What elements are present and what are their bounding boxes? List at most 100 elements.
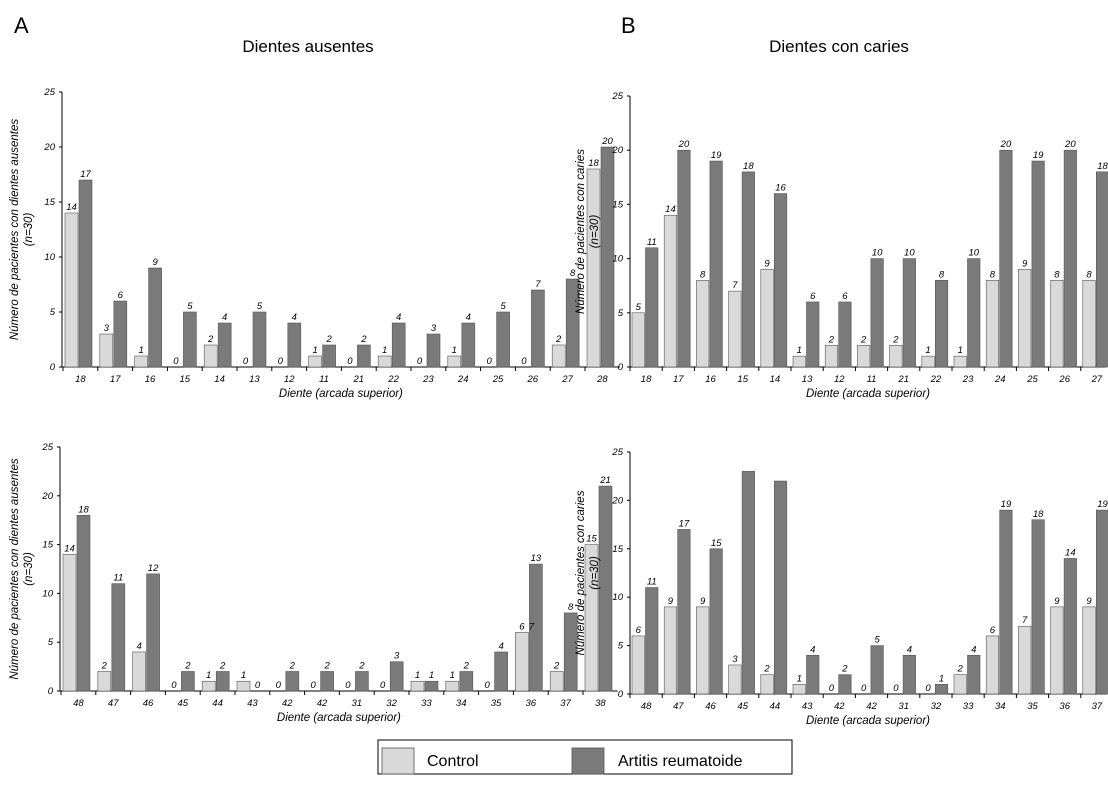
x-tick-label: 34: [456, 698, 467, 709]
data-label: 19: [1097, 499, 1108, 510]
bar-ra: [870, 645, 884, 695]
bar-ra: [773, 193, 788, 368]
x-tick-label: 46: [705, 701, 716, 712]
x-tick-label: 21: [897, 374, 909, 385]
data-label: 0: [173, 356, 179, 367]
data-label: 0: [893, 683, 899, 694]
bar-ra: [1031, 519, 1045, 695]
bar-control: [1082, 279, 1096, 368]
x-tick-label: 24: [994, 374, 1006, 385]
bar-ra: [424, 680, 439, 692]
bar-control: [985, 279, 1000, 368]
x-tick-label: 43: [247, 698, 258, 709]
x-tick-label: 15: [180, 374, 191, 385]
data-label: 7: [1022, 615, 1028, 626]
bar-ra: [217, 322, 232, 368]
bar-control: [1050, 606, 1064, 695]
bar-ra: [531, 289, 545, 368]
bar-control: [203, 344, 218, 368]
bar-ra: [645, 247, 659, 368]
data-label: 18: [743, 161, 754, 172]
bar-ra: [389, 661, 404, 692]
bar-control: [1018, 269, 1032, 368]
bar-control: [201, 680, 216, 692]
data-label: 9: [1022, 258, 1028, 269]
bar-ra: [146, 573, 160, 692]
bar-ra: [320, 671, 334, 692]
bar-ra: [741, 171, 755, 368]
x-tick-label: 27: [561, 374, 573, 385]
data-label: 6: [990, 625, 996, 636]
y-axis-title-sub: (n=30): [589, 556, 601, 590]
x-tick-label: 44: [770, 701, 781, 712]
data-label: 2: [553, 660, 560, 671]
bar-control: [586, 168, 601, 368]
data-label: 18: [78, 504, 89, 515]
data-label: 2: [463, 660, 470, 671]
bar-ra: [741, 471, 755, 695]
data-label: 2: [219, 660, 226, 671]
x-tick-label: 24: [457, 374, 469, 385]
data-label: 1: [939, 673, 944, 684]
bar-ra: [1031, 160, 1045, 368]
data-label: 2: [555, 334, 562, 345]
data-label: 8: [1054, 269, 1060, 280]
data-label: 1: [797, 673, 802, 684]
x-tick-label: 31: [898, 701, 909, 712]
data-label-extra: 7: [529, 621, 535, 632]
y-tick-label: 10: [42, 588, 53, 599]
bar-ra: [252, 311, 267, 368]
data-label: 0: [484, 680, 490, 691]
data-label: 1: [382, 345, 387, 356]
panel-title-a: Dientes ausentes: [242, 37, 373, 56]
data-label: 6: [519, 621, 525, 632]
x-tick-label: 37: [560, 698, 571, 709]
data-label: 4: [136, 641, 141, 652]
data-label: 2: [828, 334, 835, 345]
data-label: 3: [394, 651, 400, 662]
x-tick-label: 23: [962, 374, 974, 385]
bar-ra: [1063, 558, 1077, 695]
bar-control: [921, 355, 935, 368]
data-label: 0: [829, 683, 835, 694]
x-tick-label: 37: [1092, 701, 1103, 712]
y-tick-label: 5: [618, 308, 624, 319]
x-tick-label: 23: [422, 374, 434, 385]
x-axis-title: Diente (arcada superior): [279, 388, 403, 400]
data-label: 2: [184, 660, 191, 671]
data-label: 17: [679, 518, 690, 529]
data-label: 18: [1097, 161, 1108, 172]
bar-ra: [181, 671, 195, 692]
bar-control: [663, 606, 678, 695]
x-tick-label: 38: [595, 698, 606, 709]
data-label: 9: [700, 596, 706, 607]
data-label: 7: [535, 279, 541, 290]
bar-ra: [870, 258, 884, 368]
x-tick-label: 11: [867, 374, 877, 385]
data-label: 18: [1033, 509, 1044, 520]
x-tick-label: 45: [178, 698, 189, 709]
panel-letter-b: B: [621, 13, 636, 38]
bar-control: [236, 680, 251, 692]
data-label: 0: [278, 356, 284, 367]
data-label: 4: [292, 312, 297, 323]
bar-ra: [183, 311, 197, 368]
bar-control: [760, 269, 774, 368]
y-tick-label: 20: [611, 145, 623, 156]
y-tick-label: 0: [48, 686, 54, 697]
x-axis-title: Diente (arcada superior): [806, 388, 930, 400]
x-tick-label: 48: [73, 698, 84, 709]
bar-control: [447, 355, 462, 368]
x-tick-label: 42: [317, 698, 328, 709]
x-tick-label: 33: [421, 698, 432, 709]
data-label: 17: [80, 169, 91, 180]
bar-ra: [999, 149, 1013, 368]
y-axis-title: Número de pacientes con caries: [575, 149, 587, 314]
data-label: 20: [1000, 139, 1012, 150]
data-label: 3: [431, 323, 437, 334]
data-label: 2: [325, 334, 332, 345]
data-label: 6: [118, 290, 124, 301]
bar-ra: [838, 674, 852, 695]
y-tick-label: 25: [611, 447, 623, 458]
x-tick-label: 28: [596, 374, 608, 385]
